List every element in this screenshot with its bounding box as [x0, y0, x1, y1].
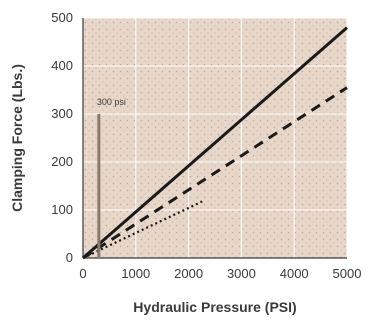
y-tick-label: 100 — [51, 202, 73, 217]
series-line-dashed — [82, 86, 348, 260]
x-tick-label: 5000 — [333, 266, 362, 281]
y-tick-label: 500 — [51, 10, 73, 25]
annotation-label: 300 psi — [97, 97, 126, 107]
series-line-solid — [82, 26, 348, 260]
y-tick-label: 300 — [51, 106, 73, 121]
x-tick-label: 0 — [79, 266, 86, 281]
x-tick-label: 3000 — [227, 266, 256, 281]
x-tick-label: 4000 — [280, 266, 309, 281]
series-lines — [82, 26, 348, 260]
y-tick-label: 400 — [51, 58, 73, 73]
x-tick-label: 1000 — [121, 266, 150, 281]
x-axis-label: Hydraulic Pressure (PSI) — [133, 299, 296, 315]
x-tick-label: 2000 — [174, 266, 203, 281]
annotations: 300 psi — [97, 97, 126, 258]
tick-labels: 0 1000 2000 3000 4000 5000 0 100 200 300 400 500 — [51, 10, 361, 281]
axes — [82, 18, 347, 259]
y-tick-label: 0 — [66, 250, 73, 265]
y-axis-label: Clamping Force (Lbs.) — [9, 64, 25, 212]
y-tick-label: 200 — [51, 154, 73, 169]
